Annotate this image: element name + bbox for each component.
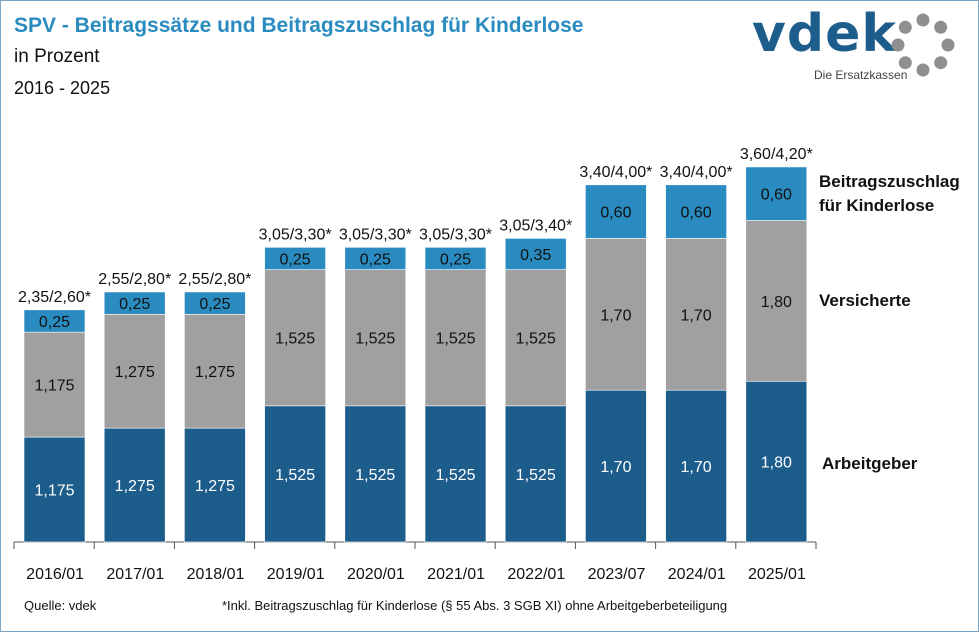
total-label: 3,40/4,00* — [660, 164, 733, 181]
legend-versicherte: Versicherte — [819, 291, 911, 310]
legend-zuschlag-line1: Beitragszuschlag — [819, 172, 960, 191]
x-tick-label: 2025/01 — [748, 566, 806, 583]
total-label: 3,05/3,30* — [339, 226, 412, 243]
data-label-versicherte: 1,70 — [600, 307, 631, 324]
data-label-arbeitgeber: 1,525 — [516, 467, 556, 484]
data-label-zuschlag: 0,60 — [600, 205, 631, 222]
data-label-versicherte: 1,70 — [681, 307, 712, 324]
bar-segment-zuschlag — [344, 247, 407, 270]
total-label: 3,05/3,30* — [259, 226, 332, 243]
data-label-arbeitgeber: 1,525 — [355, 467, 395, 484]
bar-segment-arbeitgeber — [424, 405, 487, 543]
data-label-arbeitgeber: 1,80 — [761, 455, 792, 472]
data-label-versicherte: 1,525 — [355, 331, 395, 348]
bar-segment-zuschlag — [424, 247, 487, 270]
data-label-versicherte: 1,525 — [275, 331, 315, 348]
data-label-zuschlag: 0,25 — [440, 251, 471, 268]
data-label-zuschlag: 0,25 — [199, 296, 230, 313]
bar-segment-zuschlag — [103, 291, 166, 315]
data-label-versicherte: 1,175 — [34, 378, 74, 395]
x-tick-label: 2024/01 — [668, 566, 726, 583]
x-tick-label: 2022/01 — [507, 566, 565, 583]
bar-segment-zuschlag — [23, 309, 86, 333]
chart-subtitle: in Prozent — [14, 46, 100, 67]
bar-segment-zuschlag — [585, 184, 647, 239]
data-label-arbeitgeber: 1,175 — [34, 483, 74, 500]
data-label-versicherte: 1,525 — [435, 331, 475, 348]
data-label-zuschlag: 0,25 — [39, 314, 70, 331]
legend-zuschlag-line2: für Kinderlose — [819, 196, 935, 215]
data-label-versicherte: 1,525 — [516, 331, 556, 348]
x-tick-label: 2019/01 — [267, 566, 325, 583]
data-label-arbeitgeber: 1,70 — [600, 459, 631, 476]
vdek-logo: vdek Die Ersatzkassen — [752, 4, 967, 87]
bar-segment-zuschlag — [264, 247, 326, 270]
data-label-zuschlag: 0,60 — [681, 205, 712, 222]
bar-segment-zuschlag — [184, 291, 246, 315]
bar-segment-arbeitgeber — [665, 389, 727, 543]
data-label-arbeitgeber: 1,275 — [195, 478, 235, 495]
data-label-zuschlag: 0,60 — [761, 187, 792, 204]
total-label: 2,55/2,80* — [178, 271, 251, 288]
data-label-zuschlag: 0,25 — [119, 296, 150, 313]
x-tick-label: 2018/01 — [187, 566, 245, 583]
total-label: 2,35/2,60* — [18, 289, 91, 306]
bar-segment-arbeitgeber — [585, 389, 647, 543]
data-label-zuschlag: 0,25 — [280, 251, 311, 268]
ring-of-dots-icon — [891, 13, 955, 77]
data-label-zuschlag: 0,25 — [360, 251, 391, 268]
bar-segment-versicherte — [344, 269, 407, 407]
total-label: 2,55/2,80* — [98, 271, 171, 288]
bar-segment-arbeitgeber — [504, 405, 567, 543]
footnote-asterisk: *Inkl. Beitragszuschlag für Kinderlose (… — [222, 598, 728, 613]
bar-segment-arbeitgeber — [745, 380, 808, 543]
data-label-versicherte: 1,275 — [115, 364, 155, 381]
bar-segment-versicherte — [23, 331, 86, 438]
total-label: 3,05/3,40* — [499, 217, 572, 234]
bar-segment-versicherte — [665, 238, 727, 391]
x-tick-label: 2020/01 — [347, 566, 405, 583]
bar-segment-zuschlag — [745, 166, 808, 221]
bar-segment-arbeitgeber — [184, 427, 246, 543]
x-tick-label: 2017/01 — [106, 566, 164, 583]
data-label-versicherte: 1,80 — [761, 294, 792, 311]
x-tick-label: 2023/07 — [588, 566, 646, 583]
legend-zuschlag: Beitragszuschlag für Kinderlose — [819, 170, 960, 218]
bar-segment-versicherte — [103, 313, 166, 429]
legend-arbeitgeber: Arbeitgeber — [822, 454, 918, 473]
chart-year-range: 2016 - 2025 — [14, 78, 111, 98]
data-label-arbeitgeber: 1,70 — [681, 459, 712, 476]
x-tick-label: 2021/01 — [427, 566, 485, 583]
logo-wordmark: vdek — [752, 4, 897, 64]
data-label-arbeitgeber: 1,525 — [435, 467, 475, 484]
bar-segment-arbeitgeber — [23, 436, 86, 543]
source-note: Quelle: vdek — [24, 598, 97, 613]
bar-segment-versicherte — [504, 269, 567, 407]
total-label: 3,40/4,00* — [579, 164, 652, 181]
bar-segment-zuschlag — [504, 238, 567, 270]
bar-segment-zuschlag — [665, 184, 727, 239]
bar-segment-versicherte — [585, 238, 647, 391]
x-tick-label: 2016/01 — [26, 566, 84, 583]
chart-title: SPV - Beitragssätze und Beitragszuschlag… — [14, 14, 584, 37]
bar-segment-versicherte — [424, 269, 487, 407]
data-label-arbeitgeber: 1,525 — [275, 467, 315, 484]
bar-segment-arbeitgeber — [344, 405, 407, 543]
total-label: 3,60/4,20* — [740, 146, 813, 163]
bar-segment-versicherte — [745, 220, 808, 382]
data-label-arbeitgeber: 1,275 — [115, 478, 155, 495]
data-label-versicherte: 1,275 — [195, 364, 235, 381]
total-label: 3,05/3,30* — [419, 226, 492, 243]
bar-segment-versicherte — [184, 313, 246, 429]
data-label-zuschlag: 0,35 — [520, 247, 551, 264]
logo-tagline: Die Ersatzkassen — [814, 68, 908, 82]
